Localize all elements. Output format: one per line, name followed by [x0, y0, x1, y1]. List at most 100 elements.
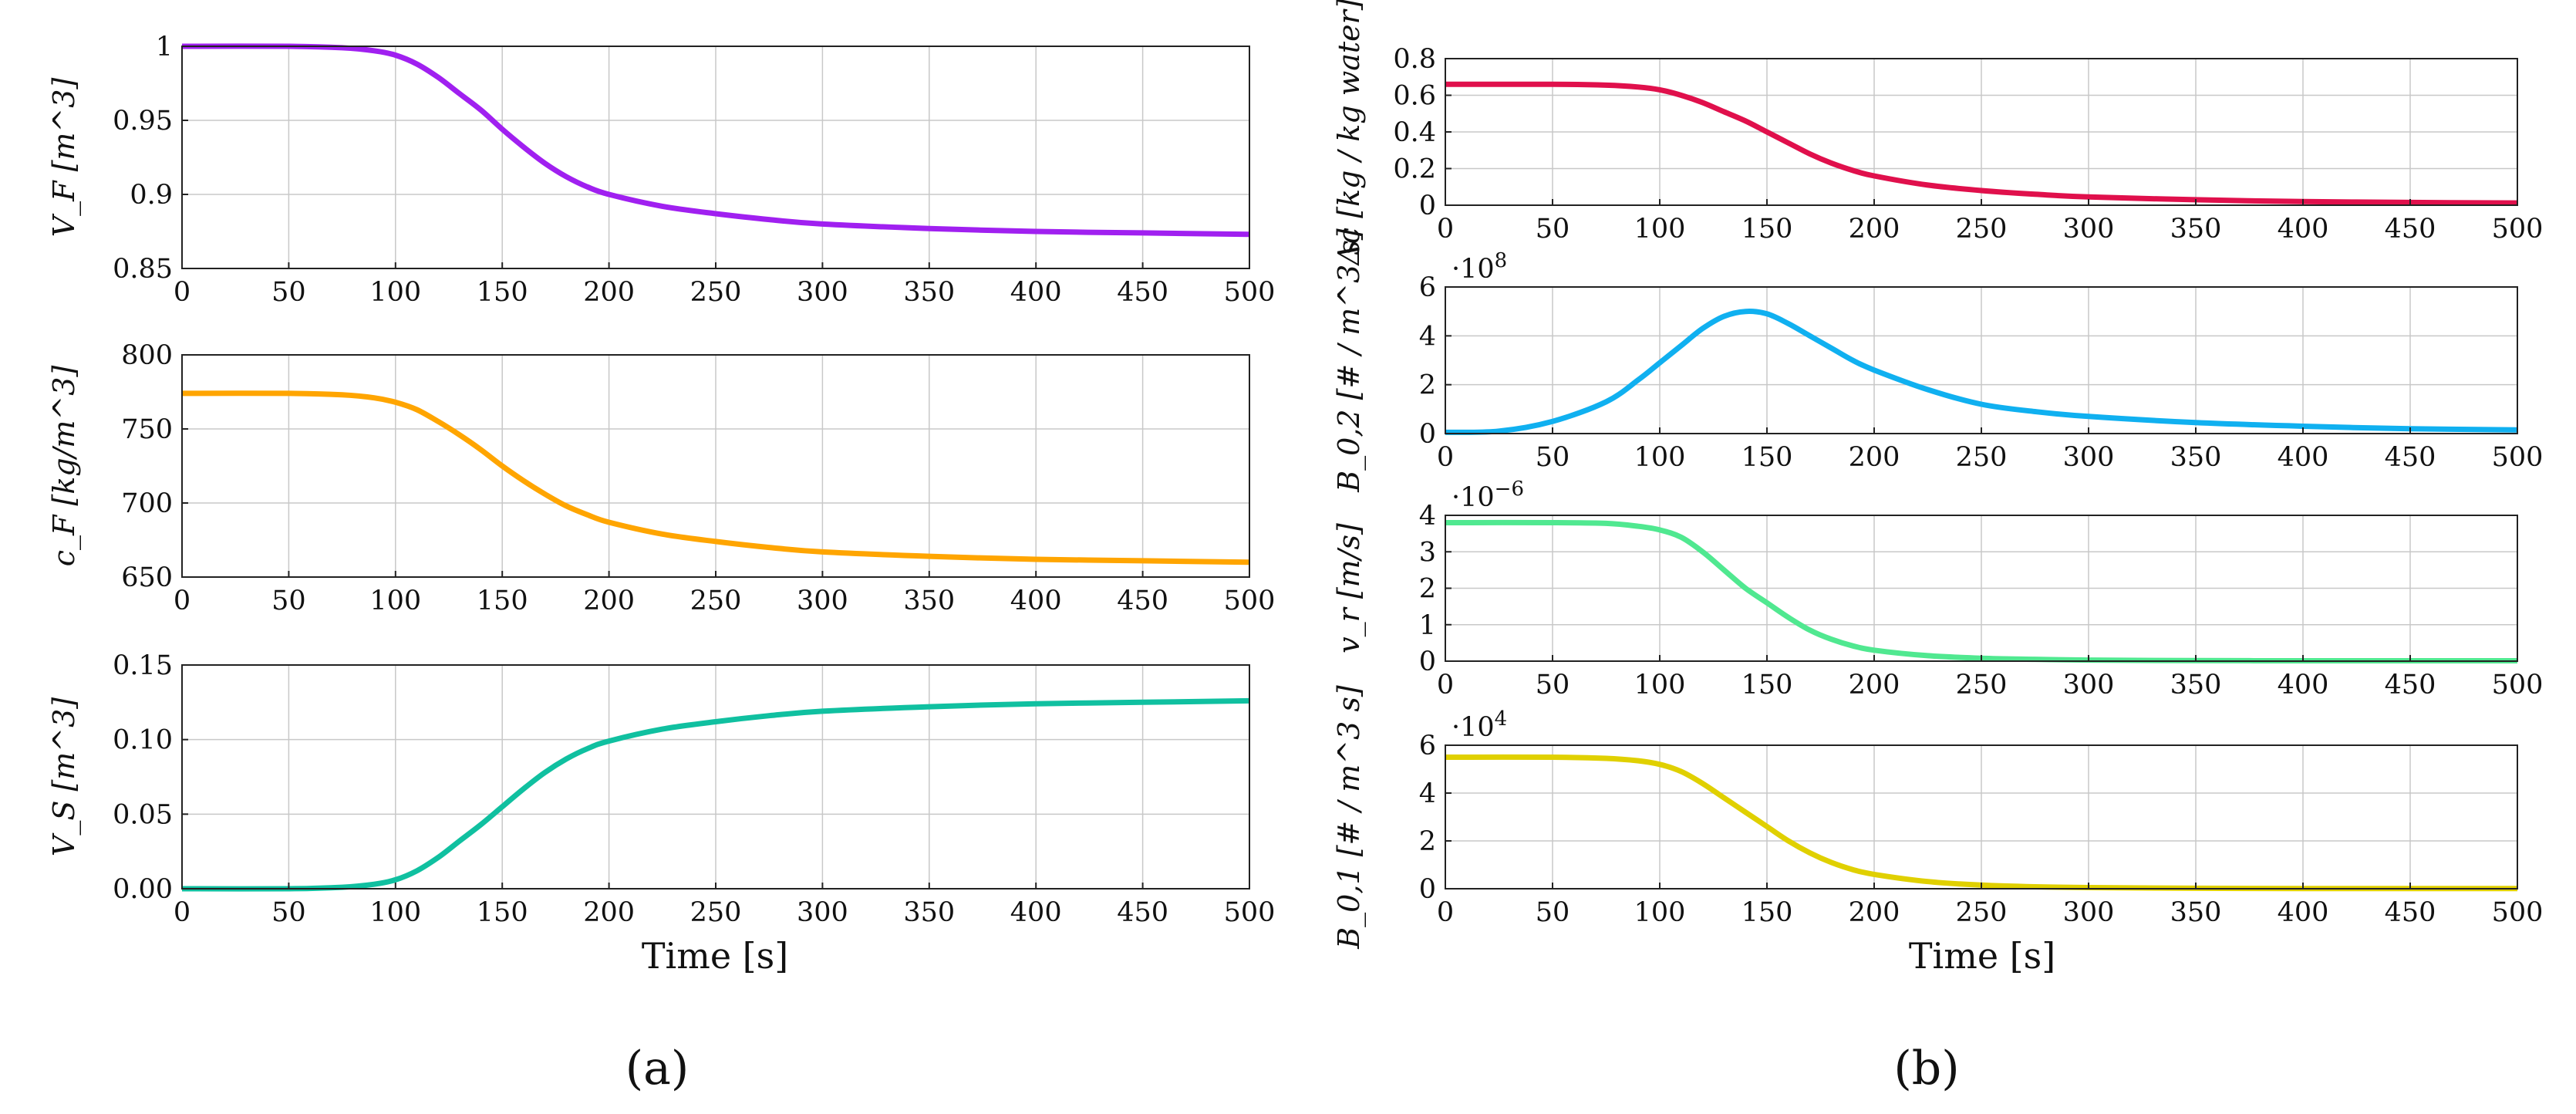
chart-B02: 0 50 100 150 200 250 300 350 400 450 500 0 2 4 6 ·108 B_…: [1332, 228, 2543, 493]
x-tick-label: 50: [1536, 670, 1570, 700]
y-tick-label: 0: [1419, 874, 1436, 905]
x-tick-label: 250: [690, 277, 742, 308]
x-tick-label: 400: [2278, 442, 2329, 473]
x-tick-label: 300: [797, 897, 848, 928]
x-tick-label: 450: [1117, 277, 1168, 308]
y-axis-label: V_S [m^3]: [47, 697, 82, 856]
x-tick-label: 250: [690, 586, 742, 616]
x-tick-label: 300: [797, 277, 848, 308]
x-tick-label: 0: [1437, 214, 1454, 245]
y-tick-label: 0: [1419, 646, 1436, 677]
series-line-dc: [1445, 81, 2518, 206]
y-axis-label: c_F [kg/m^3]: [47, 366, 82, 567]
y-tick-label: 0.9: [130, 180, 173, 211]
x-tick-label: 200: [583, 897, 635, 928]
y-tick-label: 2: [1419, 574, 1436, 605]
x-tick-label: 350: [903, 897, 955, 928]
x-tick-label: 50: [1536, 442, 1570, 473]
x-tick-label: 400: [1010, 897, 1062, 928]
y-tick-label: 2: [1419, 826, 1436, 857]
y-tick-label: 800: [121, 340, 173, 371]
y-tick-label: 1: [156, 32, 173, 62]
y-tick-label: 0.8: [1393, 44, 1436, 75]
x-tick-label: 500: [1224, 897, 1276, 928]
x-tick-label: 500: [2492, 670, 2544, 700]
y-tick-label: 0.05: [113, 799, 173, 830]
x-tick-label: 200: [1849, 897, 1900, 928]
series-line-cF: [181, 390, 1250, 565]
x-tick-label: 100: [1634, 670, 1686, 700]
y-axis-label: v_r [m/s]: [1332, 523, 1367, 653]
y-tick-label: 3: [1419, 537, 1436, 568]
x-tick-label: 100: [369, 586, 421, 616]
x-tick-label: 50: [1536, 897, 1570, 928]
y-tick-label: 750: [121, 414, 173, 445]
y-tick-label: 0.00: [113, 874, 173, 905]
y-axis-label: V_F [m^3]: [47, 78, 82, 238]
x-tick-label: 0: [174, 897, 191, 928]
series-line-VS: [181, 697, 1250, 892]
panel-b-label: (b): [1893, 1041, 1959, 1095]
x-tick-label: 100: [369, 277, 421, 308]
x-tick-label: 300: [2063, 214, 2115, 245]
x-tick-label: 450: [1117, 586, 1168, 616]
x-tick-label: 250: [690, 897, 742, 928]
x-tick-label: 500: [2492, 897, 2544, 928]
y-axis-label: B_0,1 [# / m^3 s]: [1332, 685, 1367, 950]
x-tick-label: 350: [2170, 442, 2222, 473]
x-tick-label: 350: [2170, 670, 2222, 700]
x-tick-label: 50: [271, 277, 306, 308]
x-tick-label: 0: [1437, 897, 1454, 928]
x-tick-label: 50: [271, 586, 306, 616]
x-tick-label: 200: [1849, 214, 1900, 245]
x-tick-label: 450: [2385, 897, 2436, 928]
x-tick-label: 150: [1741, 670, 1793, 700]
panel-a-label: (a): [625, 1041, 690, 1095]
y-axis-label: B_0,2 [# / m^3 s]: [1332, 228, 1367, 493]
x-tick-label: 450: [1117, 897, 1168, 928]
x-tick-label: 200: [583, 586, 635, 616]
chart-B01: 0 50 100 150 200 250 300 350 400 450 500 0 2 4 6 ·104 B_…: [1332, 685, 2543, 950]
y-tick-label: 0: [1419, 419, 1436, 450]
y-axis-multiplier: ·104: [1452, 707, 1507, 743]
y-tick-label: 700: [121, 488, 173, 519]
y-tick-label: 0: [1419, 191, 1436, 221]
y-axis-multiplier: ·108: [1452, 249, 1507, 285]
y-tick-label: 0.85: [113, 254, 173, 285]
x-tick-label: 200: [583, 277, 635, 308]
x-tick-label: 300: [2063, 442, 2115, 473]
series-line-VF: [181, 43, 1250, 238]
x-tick-label: 150: [1741, 442, 1793, 473]
y-tick-label: 0.95: [113, 106, 173, 137]
panel-a-x-axis-label: Time [s]: [642, 935, 788, 977]
y-tick-label: 0.4: [1393, 117, 1436, 148]
chart-vr: 0 50 100 150 200 250 300 350 400 450 50001234·10−6…: [1332, 478, 2543, 700]
x-tick-label: 0: [1437, 670, 1454, 700]
x-tick-label: 450: [2385, 670, 2436, 700]
chart-dc: 0 50 100 150 200 250 300 350 400 450 50000.20.40.6…: [1332, 0, 2543, 267]
y-tick-label: 2: [1419, 370, 1436, 401]
x-tick-label: 250: [1956, 442, 2008, 473]
x-tick-label: 350: [903, 277, 955, 308]
x-tick-label: 500: [2492, 442, 2544, 473]
y-tick-label: 0.10: [113, 725, 173, 756]
x-tick-label: 250: [1956, 670, 2008, 700]
x-tick-label: 500: [1224, 277, 1276, 308]
y-tick-label: 4: [1419, 778, 1436, 809]
x-tick-label: 0: [174, 586, 191, 616]
x-tick-label: 200: [1849, 670, 1900, 700]
x-tick-label: 450: [2385, 214, 2436, 245]
x-tick-label: 350: [2170, 897, 2222, 928]
y-tick-label: 0.15: [113, 650, 173, 681]
x-tick-label: 50: [271, 897, 306, 928]
x-tick-label: 0: [174, 277, 191, 308]
x-tick-label: 400: [2278, 670, 2329, 700]
x-tick-label: 400: [2278, 897, 2329, 928]
x-tick-label: 300: [2063, 670, 2115, 700]
x-tick-label: 150: [477, 277, 528, 308]
x-tick-label: 450: [2385, 442, 2436, 473]
x-tick-label: 400: [1010, 277, 1062, 308]
x-tick-label: 100: [1634, 214, 1686, 245]
x-tick-label: 100: [1634, 442, 1686, 473]
